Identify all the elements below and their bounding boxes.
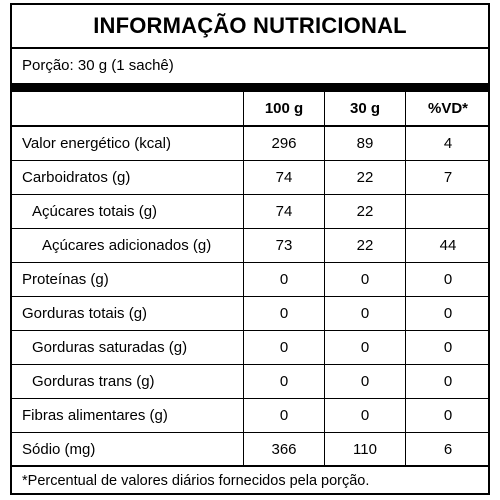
header-nutrient: [12, 92, 243, 125]
header-vd: %VD*: [405, 92, 488, 125]
nutrition-facts-label: INFORMAÇÃO NUTRICIONAL Porção: 30 g (1 s…: [10, 3, 490, 495]
value-per-30g: 0: [324, 365, 405, 398]
value-per-100g: 0: [243, 365, 324, 398]
value-vd: 4: [405, 127, 488, 160]
portion-size: Porção: 30 g (1 sachê): [22, 57, 174, 74]
value-vd: [405, 195, 488, 228]
label-title: INFORMAÇÃO NUTRICIONAL: [93, 13, 407, 38]
value-per-30g: 110: [324, 433, 405, 465]
value-vd: 0: [405, 331, 488, 364]
table-row-energy: Valor energético (kcal) 296 89 4: [12, 127, 488, 161]
nutrient-name: Gorduras trans (g): [32, 373, 155, 390]
nutrient-name: Fibras alimentares (g): [22, 407, 168, 424]
table-row-saturated-fat: Gorduras saturadas (g) 0 0 0: [12, 331, 488, 365]
title-divider: [12, 47, 488, 49]
value-per-30g: 22: [324, 195, 405, 228]
table-row-carbs: Carboidratos (g) 74 22 7: [12, 161, 488, 195]
value-per-100g: 296: [243, 127, 324, 160]
value-per-100g: 74: [243, 161, 324, 194]
value-vd: 0: [405, 399, 488, 432]
value-per-30g: 0: [324, 399, 405, 432]
value-per-30g: 0: [324, 331, 405, 364]
table-row-trans-fat: Gorduras trans (g) 0 0 0: [12, 365, 488, 399]
value-per-30g: 22: [324, 161, 405, 194]
nutrient-name: Valor energético (kcal): [22, 135, 171, 152]
nutrient-name: Proteínas (g): [22, 271, 109, 288]
table-row-total-fat: Gorduras totais (g) 0 0 0: [12, 297, 488, 331]
footnote: *Percentual de valores diários fornecido…: [22, 473, 370, 489]
value-per-30g: 22: [324, 229, 405, 262]
value-per-100g: 0: [243, 331, 324, 364]
value-vd: 0: [405, 297, 488, 330]
header-per-30g: 30 g: [324, 92, 405, 125]
value-per-100g: 74: [243, 195, 324, 228]
value-per-100g: 0: [243, 399, 324, 432]
header-per-100g: 100 g: [243, 92, 324, 125]
nutrient-name: Açúcares adicionados (g): [42, 237, 212, 254]
value-vd: 0: [405, 263, 488, 296]
value-vd: 6: [405, 433, 488, 465]
value-per-30g: 89: [324, 127, 405, 160]
value-vd: 0: [405, 365, 488, 398]
nutrient-name: Sódio (mg): [22, 440, 96, 458]
value-per-100g: 366: [243, 433, 324, 465]
nutrient-name: Gorduras saturadas (g): [32, 339, 188, 356]
thick-divider: [12, 83, 488, 92]
table-row-added-sugars: Açúcares adicionados (g) 73 22 44: [12, 229, 488, 263]
value-per-30g: 0: [324, 263, 405, 296]
table-row-fiber: Fibras alimentares (g) 0 0 0: [12, 399, 488, 433]
nutrient-name: Carboidratos (g): [22, 169, 131, 186]
nutrient-name: Açúcares totais (g): [32, 203, 158, 220]
value-vd: 44: [405, 229, 488, 262]
table-row-total-sugars: Açúcares totais (g) 74 22: [12, 195, 488, 229]
value-per-100g: 0: [243, 263, 324, 296]
value-per-30g: 0: [324, 297, 405, 330]
table-row-protein: Proteínas (g) 0 0 0: [12, 263, 488, 297]
value-per-100g: 0: [243, 297, 324, 330]
nutrient-name: Gorduras totais (g): [22, 305, 148, 322]
value-per-100g: 73: [243, 229, 324, 262]
table-header-row: 100 g 30 g %VD*: [12, 92, 488, 127]
table-row-sodium: Sódio (mg) 366 110 6: [12, 433, 488, 467]
nutrition-table: 100 g 30 g %VD* Valor energético (kcal) …: [12, 92, 488, 467]
value-vd: 7: [405, 161, 488, 194]
